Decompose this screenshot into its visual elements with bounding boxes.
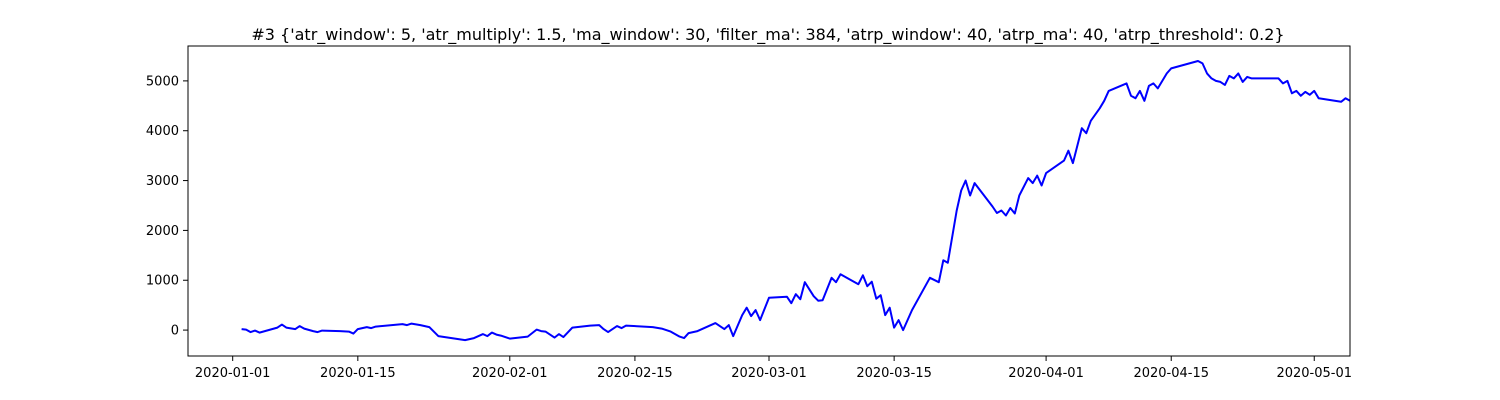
plot-frame	[187, 45, 1351, 357]
x-tick-label: 2020-05-01	[1276, 366, 1352, 381]
x-tick-label: 2020-03-15	[856, 366, 932, 381]
x-axis-ticks: 2020-01-01 2020-01-15 2020-02-01 2020-02-15…	[195, 356, 1352, 381]
y-tick-label: 0	[171, 324, 179, 339]
x-tick-label: 2020-02-15	[597, 366, 673, 381]
x-tick-label: 2020-01-01	[195, 366, 271, 381]
series-line	[241, 60, 1351, 342]
y-tick-label: 2000	[146, 224, 179, 239]
x-tick-label: 2020-01-15	[320, 366, 396, 381]
y-tick-label: 5000	[146, 74, 179, 89]
x-tick-label: 2020-04-01	[1008, 366, 1084, 381]
x-tick-label: 2020-02-01	[472, 366, 548, 381]
y-tick-label: 3000	[146, 174, 179, 189]
x-tick-label: 2020-04-15	[1133, 366, 1209, 381]
y-tick-label: 4000	[146, 124, 179, 139]
y-tick-label: 1000	[146, 274, 179, 289]
y-axis-ticks: 0 1000 2000 3000 4000 5000	[146, 74, 188, 339]
x-tick-label: 2020-03-01	[731, 366, 807, 381]
chart-title: #3 {'atr_window': 5, 'atr_multiply': 1.5…	[251, 25, 1284, 45]
